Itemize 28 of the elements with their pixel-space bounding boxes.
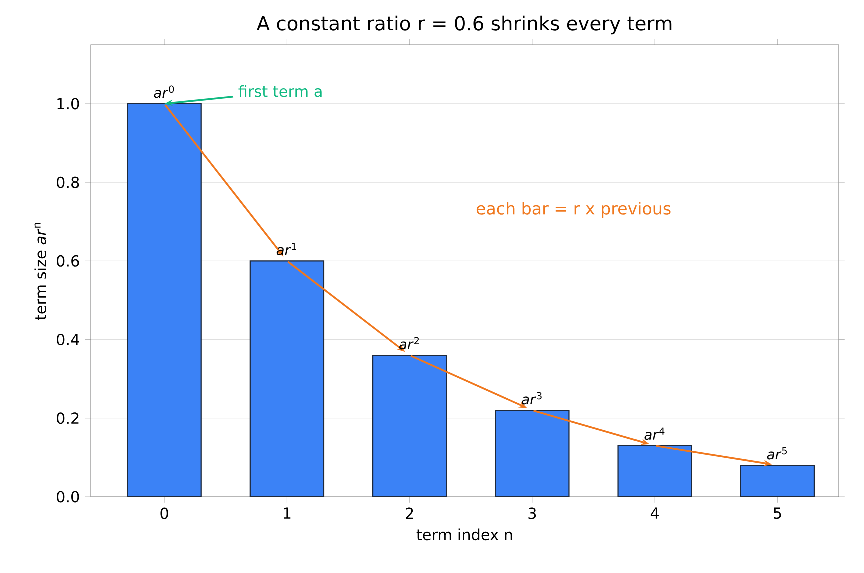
x-tick-label: 3	[528, 508, 536, 520]
annotation: ar$^{2}$	[400, 337, 420, 350]
y-tick-label: 0.6	[57, 255, 80, 267]
x-tick-label: 0	[160, 508, 168, 520]
annotation: ar$^{5}$	[767, 447, 788, 460]
y-tick-label: 0.8	[57, 176, 80, 188]
bar	[127, 103, 202, 498]
x-axis-title: term index n	[416, 528, 512, 541]
y-axis-title: term size ar$^{n}$	[34, 223, 46, 320]
x-tick-label: 1	[284, 508, 291, 519]
bar	[495, 410, 570, 498]
bar	[372, 354, 448, 498]
bar	[618, 445, 692, 498]
y-tick-label: 1.0	[58, 98, 80, 110]
annotation: ar$^{3}$	[522, 392, 542, 405]
bar	[740, 465, 816, 498]
y-tick-label: 0.0	[57, 491, 80, 503]
annotation: ar$^{4}$	[644, 428, 665, 440]
annotation: ar$^{0}$	[154, 86, 174, 98]
x-tick-label: 4	[650, 508, 660, 519]
bar	[250, 260, 325, 498]
chart-title: A constant ratio r = 0.6 shrinks every term	[256, 16, 672, 35]
x-tick-label: 2	[406, 508, 414, 520]
annotation: first term a	[238, 85, 322, 98]
annotation: each bar = r x previous	[476, 202, 671, 218]
y-tick-label: 0.2	[57, 412, 79, 424]
y-tick-label: 0.4	[57, 334, 80, 346]
x-tick-label: 5	[774, 508, 782, 520]
